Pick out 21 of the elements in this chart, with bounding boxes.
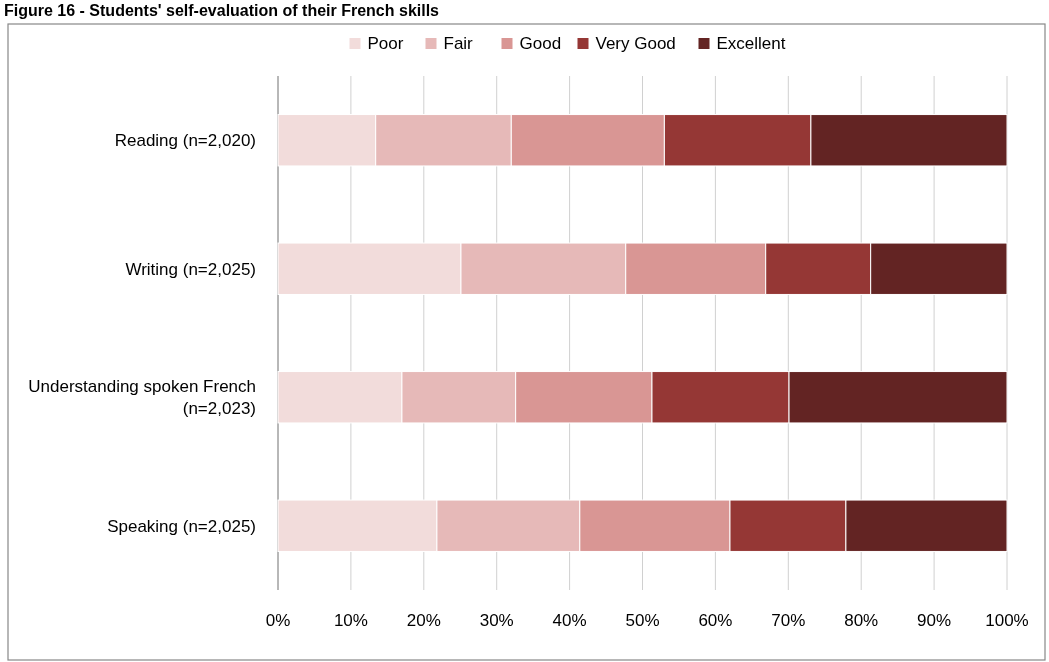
x-tick-label: 90% — [917, 611, 952, 630]
legend-label: Good — [519, 34, 562, 53]
x-tick-label: 50% — [625, 611, 660, 630]
x-tick-label: 20% — [406, 611, 441, 630]
legend-label: Excellent — [716, 34, 786, 53]
x-tick-label: 40% — [552, 611, 587, 630]
x-tick-label: 80% — [844, 611, 879, 630]
y-tick-label: Speaking (n=2,025) — [107, 516, 256, 536]
x-tick-label: 60% — [698, 611, 733, 630]
y-tick-label: Writing (n=2,025) — [125, 259, 256, 279]
legend-label: Very Good — [595, 34, 676, 53]
x-tick-label: 100% — [985, 611, 1029, 630]
chart-title: Figure 16 - Students' self-evaluation of their French skills — [4, 2, 440, 19]
x-tick-label: 0% — [265, 611, 291, 630]
y-tick-label: Reading (n=2,020) — [114, 131, 256, 151]
x-tick-label: 10% — [333, 611, 368, 630]
legend-label: Fair — [443, 34, 474, 53]
legend-label: Poor — [367, 34, 404, 53]
x-tick-label: 30% — [479, 611, 514, 630]
y-tick-label: Understanding spoken French (n=2,023) — [28, 377, 256, 419]
x-tick-label: 70% — [771, 611, 806, 630]
